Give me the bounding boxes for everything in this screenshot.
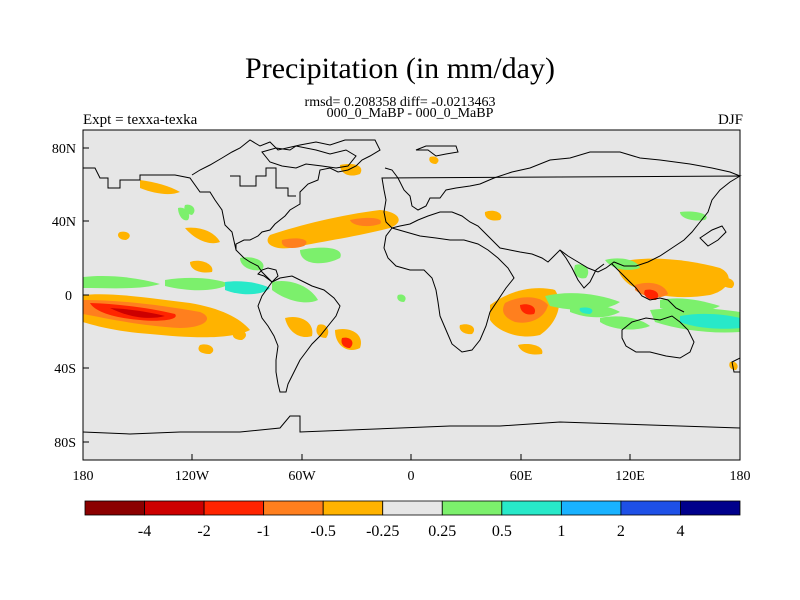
- colorbar-box: [263, 500, 324, 516]
- colorbar-label: 2: [617, 523, 625, 540]
- colorbar-box: [203, 500, 265, 516]
- colorbar-box: [441, 500, 503, 516]
- stats-line: rmsd= 0.208358 diff= -0.0213463: [304, 95, 496, 110]
- colorbar-label: 1: [557, 523, 565, 540]
- colorbar: -4 -2 -1 -0.5 -0.25 0.25 0.5 1 2 4: [84, 500, 741, 540]
- colorbar-label: -0.25: [366, 523, 399, 540]
- comparison-label: 000_0_MaBP - 000_0_MaBP: [326, 106, 494, 121]
- colorbar-label: 0.5: [492, 523, 512, 540]
- lon-label-180w: 180: [73, 469, 94, 484]
- colorbar-label: -1: [257, 523, 270, 540]
- lon-label-60e: 60E: [510, 469, 533, 484]
- colorbar-box: [620, 500, 681, 516]
- lon-tick-marks: [82, 147, 741, 460]
- lon-label-0: 0: [408, 469, 415, 484]
- anomaly-patches: [83, 156, 740, 370]
- colorbar-box: [680, 500, 741, 516]
- plot-title: Precipitation (in mm/day): [245, 52, 555, 85]
- colorbar-label: 4: [676, 523, 684, 540]
- coastlines: [82, 139, 742, 435]
- season-label: DJF: [717, 112, 743, 128]
- colorbar-box: [501, 500, 562, 516]
- colorbar-label: -4: [138, 523, 151, 540]
- lat-label-80s: 80S: [54, 436, 76, 451]
- colorbar-box: [322, 500, 384, 516]
- lon-label-180e: 180: [730, 469, 751, 484]
- colorbar-box: [382, 500, 443, 516]
- colorbar-box: [560, 500, 622, 516]
- lat-label-40n: 40N: [52, 215, 76, 230]
- colorbar-label: 0.25: [428, 523, 456, 540]
- lon-label-120w: 120W: [175, 469, 210, 484]
- lon-label-120e: 120E: [615, 469, 645, 484]
- colorbar-label: -2: [197, 523, 210, 540]
- lat-label-40s: 40S: [54, 362, 76, 377]
- map-background: [83, 130, 740, 460]
- experiment-label: Expt = texxa-texka: [83, 112, 198, 128]
- lat-label-eq: 0: [65, 289, 72, 304]
- colorbar-label: -0.5: [311, 523, 336, 540]
- lon-label-60w: 60W: [288, 469, 316, 484]
- colorbar-box: [144, 500, 205, 516]
- colorbar-box: [84, 500, 145, 516]
- lat-label-80n: 80N: [52, 142, 76, 157]
